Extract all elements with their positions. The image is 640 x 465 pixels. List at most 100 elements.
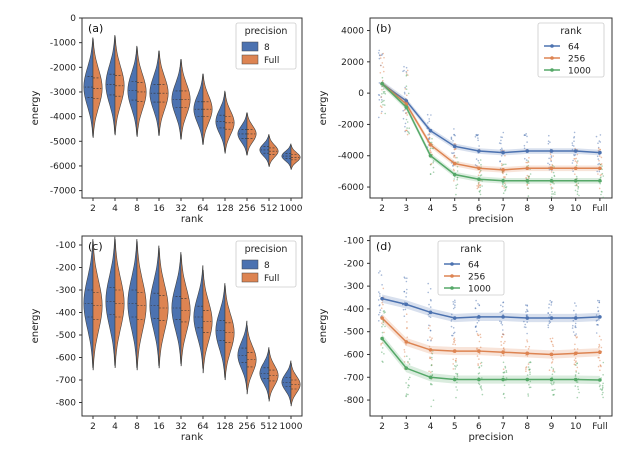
sample-point — [528, 157, 530, 159]
series-point-64 — [428, 310, 433, 315]
sample-point — [405, 88, 408, 90]
sample-point — [382, 79, 384, 82]
sample-point — [478, 320, 480, 322]
sample-point — [406, 133, 409, 136]
sample-point — [549, 153, 552, 156]
y-tick-label: -700 — [56, 376, 77, 386]
sample-point — [574, 357, 577, 360]
sample-point — [382, 88, 385, 90]
sample-point — [523, 320, 525, 323]
y-tick-label: -800 — [344, 396, 365, 406]
sample-point — [405, 292, 408, 294]
sample-point — [529, 371, 531, 374]
sample-point — [552, 349, 555, 352]
sample-point — [500, 136, 502, 138]
sample-point — [574, 302, 576, 304]
sample-point — [431, 337, 433, 340]
sample-point — [601, 389, 603, 391]
sample-point — [408, 363, 411, 365]
sample-point — [573, 359, 576, 362]
sample-point — [381, 88, 383, 91]
sample-point — [481, 185, 483, 187]
x-tick-label: 256 — [238, 422, 255, 432]
sample-point — [379, 309, 382, 311]
sample-point — [599, 364, 602, 367]
sample-point — [430, 339, 433, 341]
sample-point — [598, 343, 600, 346]
y-tick-label: -200 — [344, 259, 365, 269]
sample-point — [601, 165, 603, 167]
sample-point — [577, 160, 579, 162]
y-tick-label: -4000 — [50, 113, 76, 123]
sample-point — [456, 183, 459, 186]
x-tick-label: 4 — [428, 204, 434, 214]
sample-point — [452, 363, 455, 365]
series-point-1000 — [549, 178, 554, 183]
sample-point — [502, 361, 505, 364]
sample-point — [548, 369, 551, 372]
sample-point — [523, 147, 526, 150]
sample-point — [505, 186, 508, 188]
sample-point — [404, 122, 407, 125]
sample-point — [432, 160, 435, 162]
sample-point — [429, 149, 432, 152]
sample-point — [526, 310, 528, 312]
sample-point — [597, 146, 600, 149]
sample-point — [405, 85, 408, 87]
sample-point — [383, 331, 385, 334]
sample-point — [455, 396, 457, 399]
y-tick-label: -200 — [56, 264, 77, 274]
sample-point — [453, 152, 455, 154]
sample-point — [382, 323, 384, 326]
sample-point — [477, 137, 479, 139]
sample-point — [381, 93, 383, 95]
sample-point — [574, 184, 577, 187]
sample-point — [455, 359, 457, 362]
sample-point — [549, 337, 552, 340]
sample-point — [453, 178, 456, 180]
sample-point — [576, 366, 579, 369]
sample-point — [475, 158, 478, 160]
sample-point — [381, 284, 383, 286]
sample-point — [382, 52, 385, 55]
sample-point — [480, 163, 482, 166]
sample-point — [453, 338, 455, 341]
sample-point — [527, 195, 530, 197]
sample-point — [452, 301, 455, 303]
sample-point — [525, 133, 527, 135]
sample-point — [528, 368, 530, 371]
sample-point — [403, 276, 406, 279]
sample-point — [547, 142, 550, 145]
sample-point — [452, 332, 455, 335]
sample-point — [381, 99, 383, 101]
sample-point — [554, 193, 556, 195]
sample-point — [406, 114, 409, 116]
sample-point — [553, 183, 555, 185]
sample-point — [576, 381, 579, 383]
sample-point — [454, 343, 457, 346]
sample-point — [549, 141, 551, 143]
sample-point — [406, 288, 408, 291]
y-tick-label: -700 — [344, 373, 365, 383]
x-tick-label: 2 — [379, 422, 385, 432]
sample-point — [430, 405, 433, 408]
sample-point — [452, 140, 454, 142]
sample-point — [500, 321, 503, 323]
sample-point — [378, 320, 380, 322]
x-tick-label: 128 — [216, 204, 233, 214]
sample-point — [380, 342, 383, 345]
legend: precision 8 Full — [235, 22, 297, 70]
y-axis-label: energy — [30, 308, 41, 343]
sample-point — [598, 187, 601, 190]
sample-point — [427, 282, 430, 285]
legend-title: precision — [245, 244, 288, 255]
sample-point — [576, 362, 578, 364]
sample-point — [501, 324, 504, 326]
sample-point — [599, 141, 602, 143]
sample-point — [380, 101, 383, 104]
series-point-1000 — [573, 377, 578, 382]
sample-point — [432, 166, 435, 169]
sample-point — [456, 381, 458, 384]
sample-point — [454, 299, 456, 302]
